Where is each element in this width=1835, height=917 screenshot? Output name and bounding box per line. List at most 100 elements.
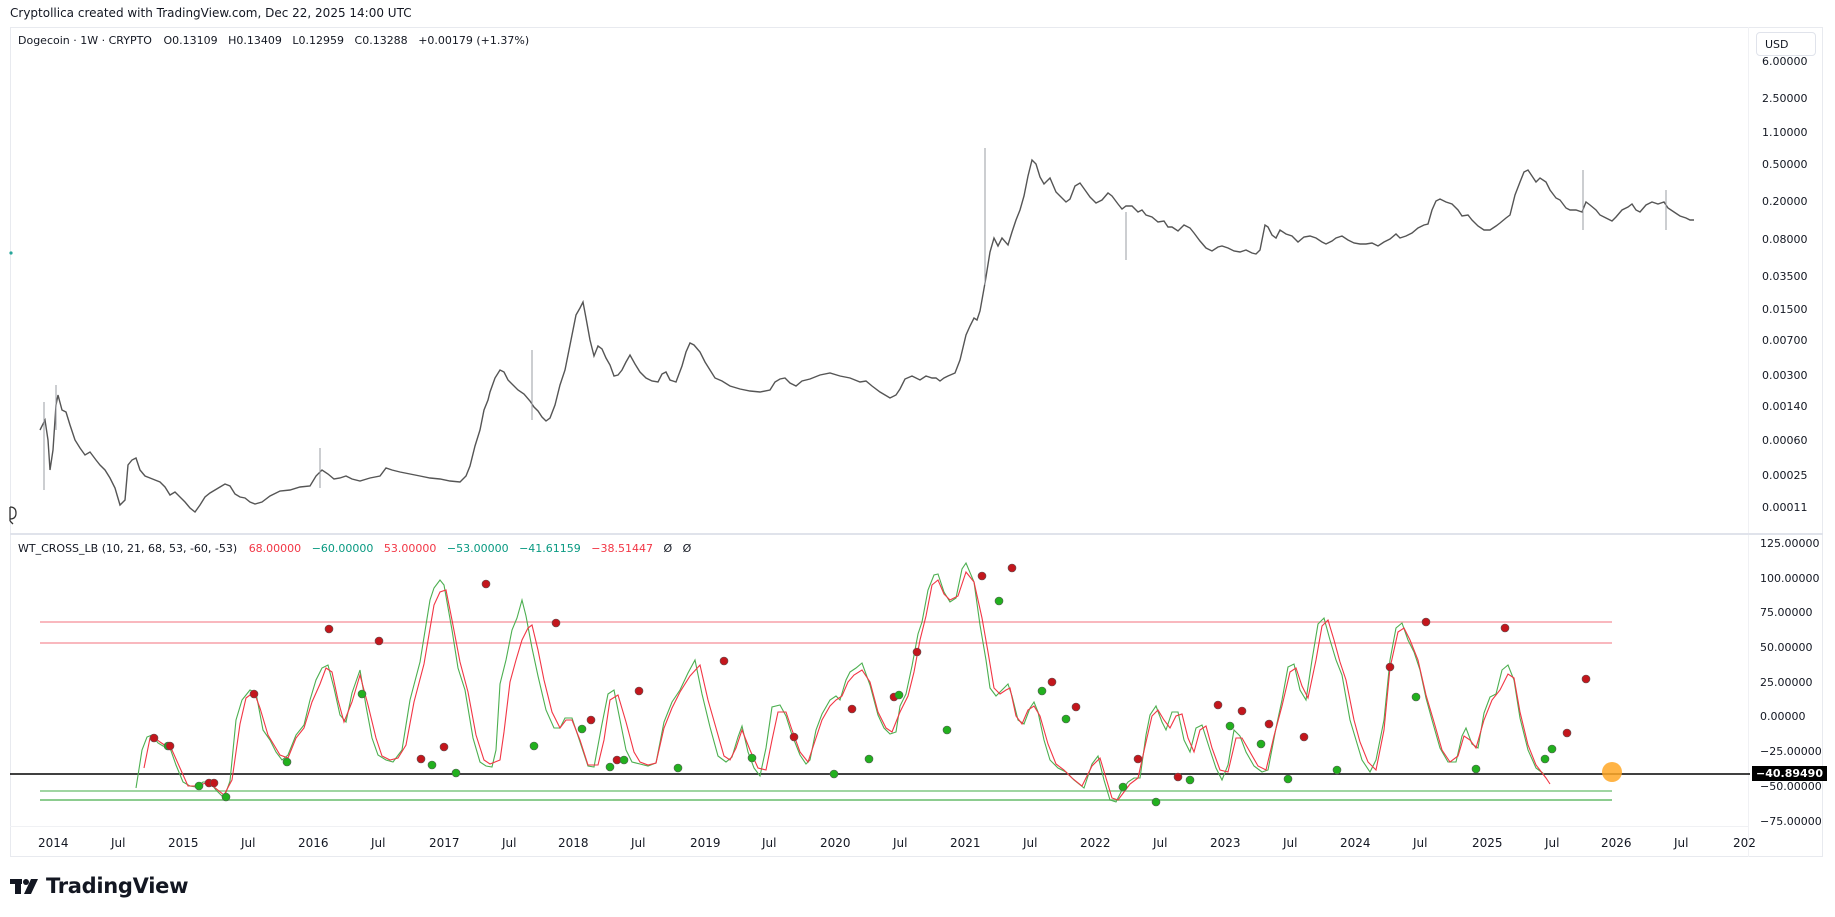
bearish-cross-dot-icon <box>551 618 561 628</box>
indicator-value: Ø <box>682 542 692 555</box>
bracket-icon <box>9 506 17 525</box>
currency-selector[interactable]: USD <box>1756 32 1816 56</box>
time-tick: Jul <box>502 836 517 850</box>
bearish-cross-dot-icon <box>481 579 491 589</box>
osc-tick: 0.00000 <box>1760 710 1806 723</box>
osc-tick: 125.00000 <box>1760 537 1820 550</box>
bearish-cross-dot-icon <box>324 624 334 634</box>
price-tick: 1.10000 <box>1762 126 1808 139</box>
tradingview-logo-text: TradingView <box>46 874 189 898</box>
price-tick: 0.00011 <box>1762 501 1808 514</box>
wt1-line <box>135 561 1545 803</box>
bearish-cross-dot-icon <box>1047 677 1057 687</box>
bullish-cross-dot-icon <box>605 762 615 772</box>
bullish-cross-dot-icon <box>1411 692 1421 702</box>
indicator-legend: WT_CROSS_LB (10, 21, 68, 53, -60, -53) 6… <box>18 542 698 555</box>
time-tick: Jul <box>893 836 908 850</box>
bearish-cross-dot-icon <box>374 636 384 646</box>
bearish-cross-dot-icon <box>416 754 426 764</box>
ohlc-change: +0.00179 (+1.37%) <box>418 34 530 47</box>
bullish-cross-dot-icon <box>451 768 461 778</box>
time-tick: 2016 <box>298 836 329 850</box>
bullish-cross-dot-icon <box>282 757 292 767</box>
bullish-cross-dot-icon <box>221 792 231 802</box>
osc-tick: 25.00000 <box>1760 676 1813 689</box>
bullish-cross-dot-icon <box>529 741 539 751</box>
time-tick: 2022 <box>1080 836 1111 850</box>
bearish-cross-dot-icon <box>789 732 799 742</box>
price-axis-border <box>1748 27 1749 857</box>
bearish-cross-dot-icon <box>1299 732 1309 742</box>
symbol-name[interactable]: Dogecoin · 1W · CRYPTO <box>18 34 152 47</box>
bearish-cross-dot-icon <box>977 571 987 581</box>
time-tick: 2023 <box>1210 836 1241 850</box>
pane-separator[interactable] <box>10 533 1823 535</box>
bearish-cross-dot-icon <box>249 689 259 699</box>
osc-tick: −75.00000 <box>1760 815 1822 828</box>
bullish-cross-dot-icon <box>1332 765 1342 775</box>
current-value-label: −40.89490 <box>1752 766 1827 781</box>
osc-tick: −50.00000 <box>1760 780 1822 793</box>
bearish-cross-dot-icon <box>1581 674 1591 684</box>
bearish-cross-dot-icon <box>912 647 922 657</box>
bullish-cross-dot-icon <box>1185 775 1195 785</box>
osc-tick: −25.00000 <box>1760 745 1822 758</box>
price-tick: 0.00140 <box>1762 400 1808 413</box>
time-tick: 2015 <box>168 836 199 850</box>
time-tick: Jul <box>1413 836 1428 850</box>
indicator-name[interactable]: WT_CROSS_LB (10, 21, 68, 53, -60, -53) <box>18 542 238 555</box>
time-tick: Jul <box>1153 836 1168 850</box>
time-tick: 2017 <box>429 836 460 850</box>
bullish-cross-dot-icon <box>357 689 367 699</box>
bearish-cross-dot-icon <box>1071 702 1081 712</box>
osc-tick: 75.00000 <box>1760 606 1813 619</box>
price-tick: 0.50000 <box>1762 158 1808 171</box>
bearish-cross-dot-icon <box>1562 728 1572 738</box>
wt2-line <box>143 570 1551 801</box>
time-tick: 2024 <box>1340 836 1371 850</box>
bearish-cross-dot-icon <box>1173 772 1183 782</box>
time-tick: 2019 <box>690 836 721 850</box>
bearish-cross-dot-icon <box>847 704 857 714</box>
ohlc-open: O0.13109 <box>163 34 218 47</box>
bullish-cross-dot-icon <box>673 763 683 773</box>
time-tick: Jul <box>241 836 256 850</box>
price-tick: 6.00000 <box>1762 55 1808 68</box>
bearish-cross-dot-icon <box>149 733 159 743</box>
bearish-cross-dot-icon <box>634 686 644 696</box>
bullish-cross-dot-icon <box>1471 764 1481 774</box>
indicator-value: −53.00000 <box>446 542 509 555</box>
ohlc-close: C0.13288 <box>354 34 408 47</box>
price-tick: 2.50000 <box>1762 92 1808 105</box>
time-tick: 2014 <box>38 836 69 850</box>
price-wicks <box>43 148 1667 490</box>
tradingview-logo[interactable]: TradingView <box>10 874 188 898</box>
bearish-cross-dot-icon <box>209 778 219 788</box>
price-tick: 0.08000 <box>1762 233 1808 246</box>
bullish-cross-dot-icon <box>1037 686 1047 696</box>
time-tick: 2020 <box>820 836 851 850</box>
price-tick: 0.00060 <box>1762 434 1808 447</box>
bullish-cross-dot-icon <box>1061 714 1071 724</box>
time-tick: 202 <box>1733 836 1756 850</box>
bearish-cross-dot-icon <box>1385 662 1395 672</box>
bullish-cross-dot-icon <box>994 596 1004 606</box>
time-tick: Jul <box>111 836 126 850</box>
time-tick: Jul <box>1674 836 1689 850</box>
bearish-cross-dot-icon <box>1421 617 1431 627</box>
osc-tick: 50.00000 <box>1760 641 1813 654</box>
bearish-cross-dot-icon <box>1237 706 1247 716</box>
price-tick: 0.01500 <box>1762 303 1808 316</box>
bearish-cross-dot-icon <box>439 742 449 752</box>
bearish-cross-dot-icon <box>1213 700 1223 710</box>
bearish-cross-dot-icon <box>719 656 729 666</box>
bullish-cross-dot-icon <box>894 690 904 700</box>
bearish-cross-dot-icon <box>1500 623 1510 633</box>
bearish-cross-dot-icon <box>1133 754 1143 764</box>
bullish-cross-dot-icon <box>1283 774 1293 784</box>
time-tick: 2025 <box>1472 836 1503 850</box>
bullish-cross-dot-icon <box>577 724 587 734</box>
bullish-cross-dot-icon <box>194 781 204 791</box>
bullish-cross-dot-icon <box>1118 782 1128 792</box>
